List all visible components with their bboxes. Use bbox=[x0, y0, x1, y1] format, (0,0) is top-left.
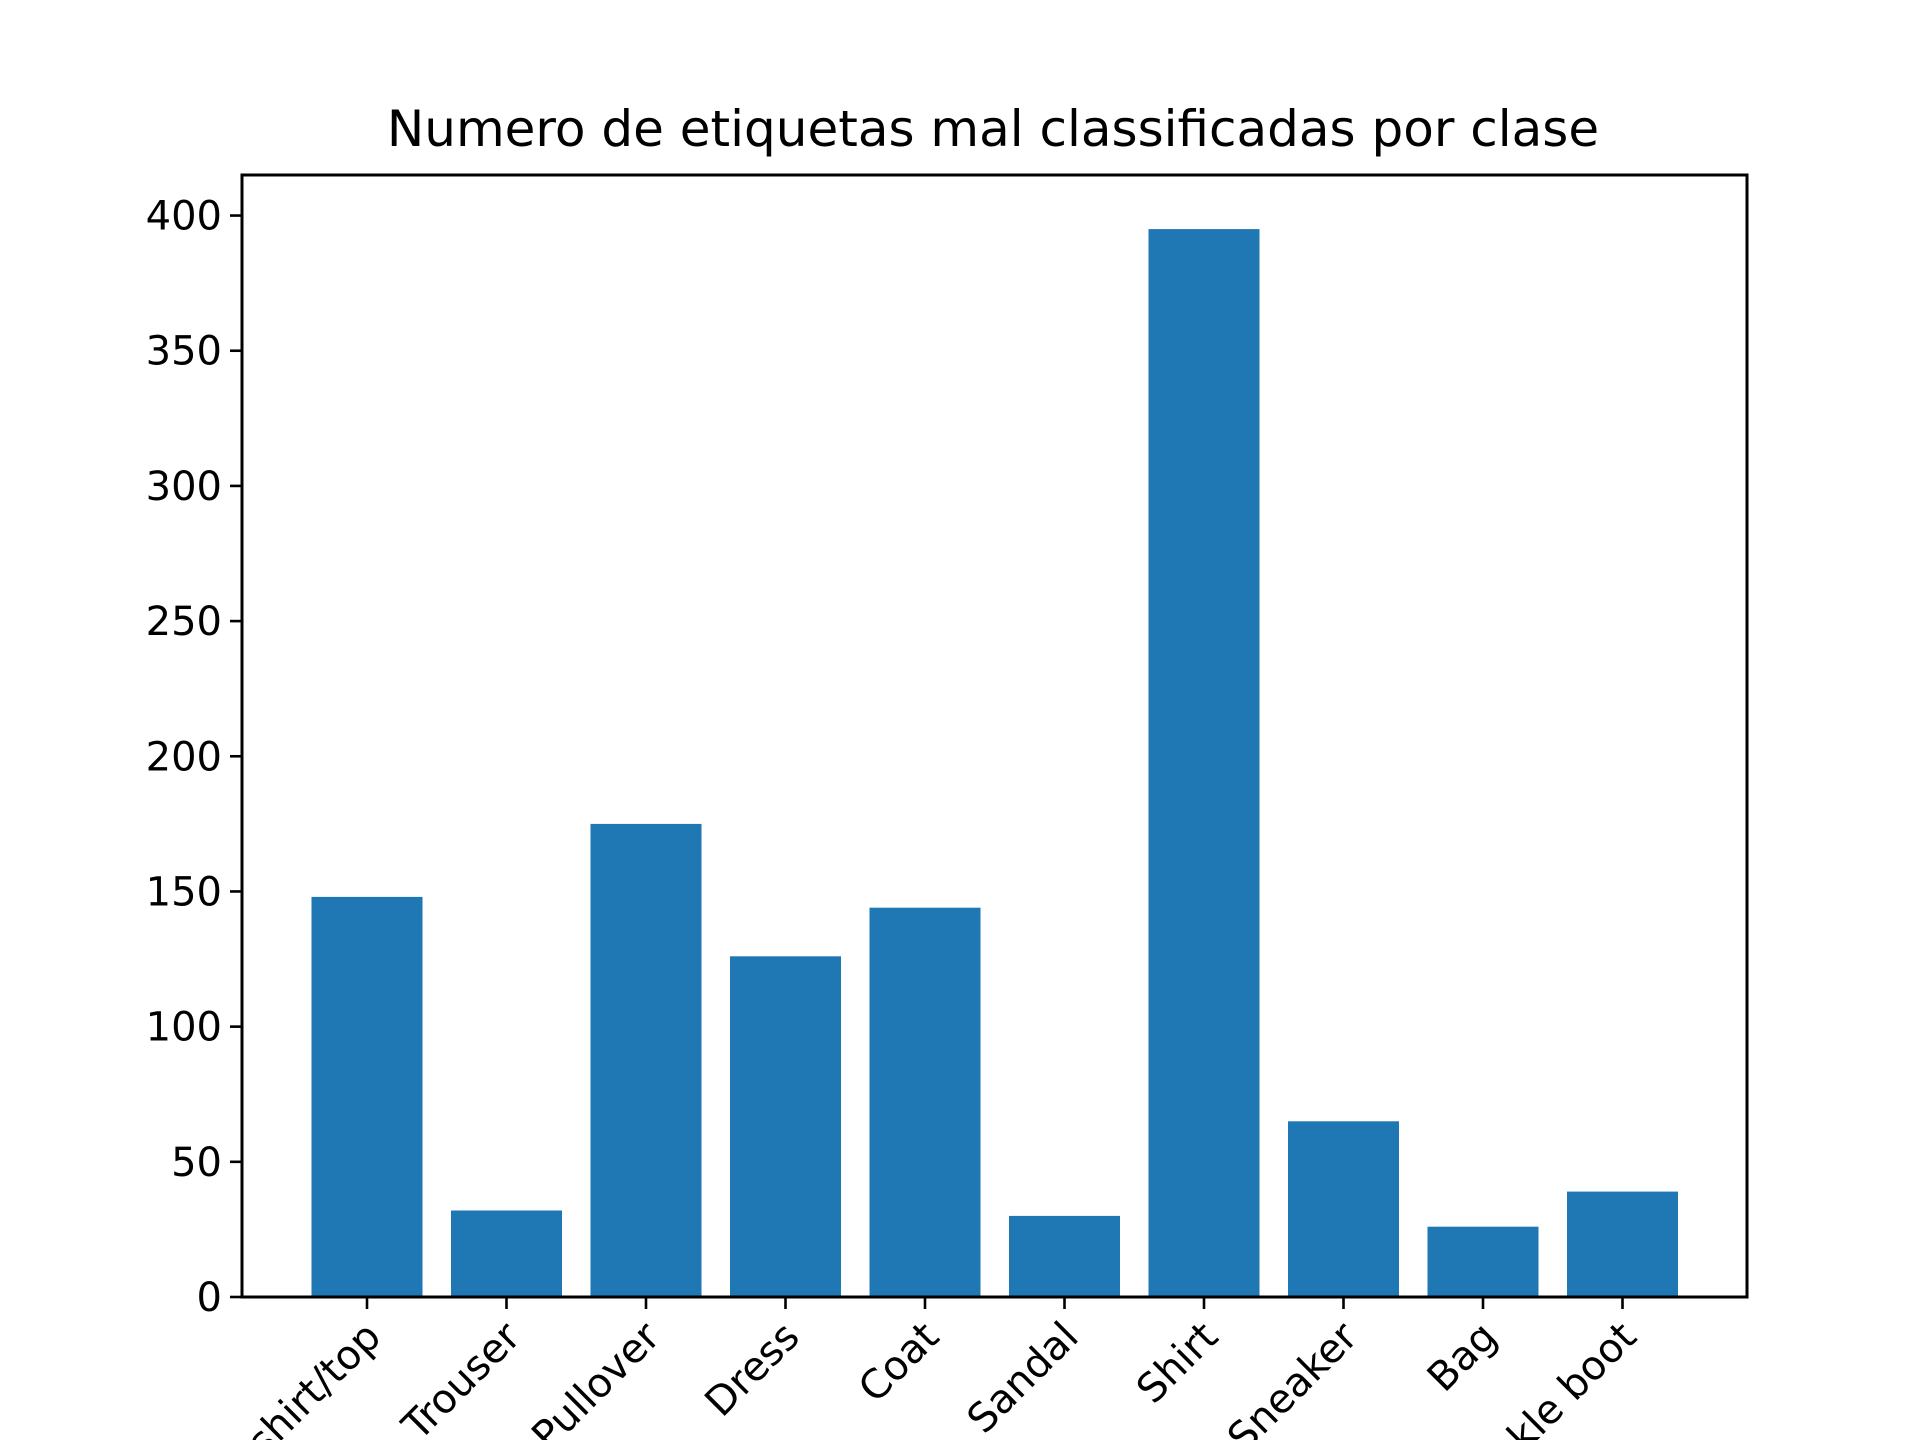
x-tick-label-shirt: Shirt bbox=[1128, 1314, 1227, 1413]
bars-group bbox=[311, 229, 1678, 1298]
x-tick-label-trouser: Trouser bbox=[393, 1313, 530, 1440]
bar-trouser bbox=[451, 1210, 562, 1297]
x-tick-label-pullover: Pullover bbox=[523, 1313, 669, 1440]
bar-sandal bbox=[1009, 1215, 1120, 1297]
x-tick-label-dress: Dress bbox=[696, 1314, 808, 1426]
bar-dress bbox=[730, 956, 841, 1297]
y-tick-label-250: 250 bbox=[146, 599, 222, 645]
bar-coat bbox=[869, 907, 981, 1297]
bar-t-shirt-top bbox=[311, 896, 423, 1297]
bar-shirt bbox=[1148, 229, 1260, 1298]
y-axis-ticks: 0 50 100 150 200 250 300 350 400 bbox=[146, 194, 242, 1321]
y-tick-label-50: 50 bbox=[171, 1140, 222, 1186]
y-tick-label-0: 0 bbox=[197, 1275, 222, 1321]
x-tick-label-t-shirt-top: T-shirt/top bbox=[213, 1314, 390, 1440]
x-tick-label-sandal: Sandal bbox=[959, 1314, 1088, 1440]
bar-sneaker bbox=[1288, 1121, 1399, 1297]
x-tick-label-bag: Bag bbox=[1419, 1314, 1506, 1401]
y-tick-label-100: 100 bbox=[146, 1005, 222, 1051]
chart-title: Numero de etiquetas mal classificadas po… bbox=[387, 100, 1599, 158]
y-tick-label-350: 350 bbox=[146, 329, 222, 375]
y-tick-label-200: 200 bbox=[146, 734, 222, 780]
bar-pullover bbox=[590, 823, 702, 1297]
bar-ankle-boot bbox=[1567, 1191, 1678, 1297]
y-tick-label-300: 300 bbox=[146, 464, 222, 510]
x-tick-label-sneaker: Sneaker bbox=[1219, 1313, 1367, 1440]
bar-bag bbox=[1427, 1226, 1539, 1297]
x-tick-label-coat: Coat bbox=[850, 1314, 948, 1412]
y-tick-label-150: 150 bbox=[146, 869, 222, 915]
y-tick-label-400: 400 bbox=[146, 194, 222, 240]
plot-area-frame bbox=[240, 173, 1749, 1299]
